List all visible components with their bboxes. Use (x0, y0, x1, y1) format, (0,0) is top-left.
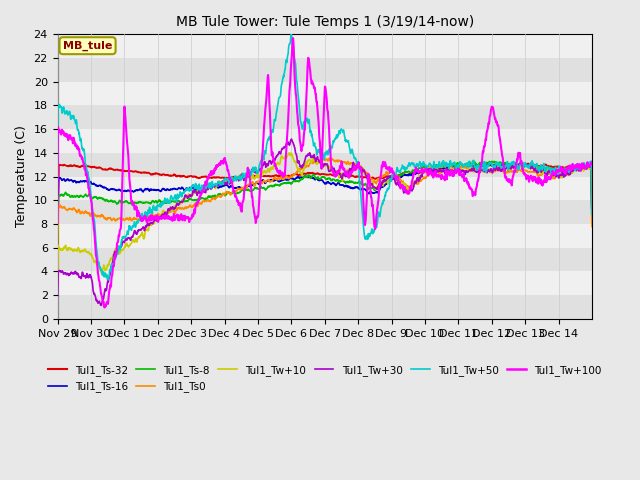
Bar (58, 177, 592, 200)
Bar (58, 200, 592, 224)
Bar (58, 224, 592, 248)
Bar (58, 11, 592, 35)
Bar (58, 35, 592, 58)
Bar (58, 271, 592, 295)
Text: MB_tule: MB_tule (63, 40, 112, 51)
Bar (58, 82, 592, 106)
Y-axis label: Temperature (C): Temperature (C) (15, 126, 28, 228)
Title: MB Tule Tower: Tule Temps 1 (3/19/14-now): MB Tule Tower: Tule Temps 1 (3/19/14-now… (175, 15, 474, 29)
Bar (58, 106, 592, 129)
Bar (58, 153, 592, 177)
Bar (58, 295, 592, 319)
Bar (58, 129, 592, 153)
Legend: Tul1_Ts-32, Tul1_Ts-16, Tul1_Ts-8, Tul1_Ts0, Tul1_Tw+10, Tul1_Tw+30, Tul1_Tw+50,: Tul1_Ts-32, Tul1_Ts-16, Tul1_Ts-8, Tul1_… (44, 361, 606, 396)
Bar (58, 248, 592, 271)
Bar (58, 58, 592, 82)
